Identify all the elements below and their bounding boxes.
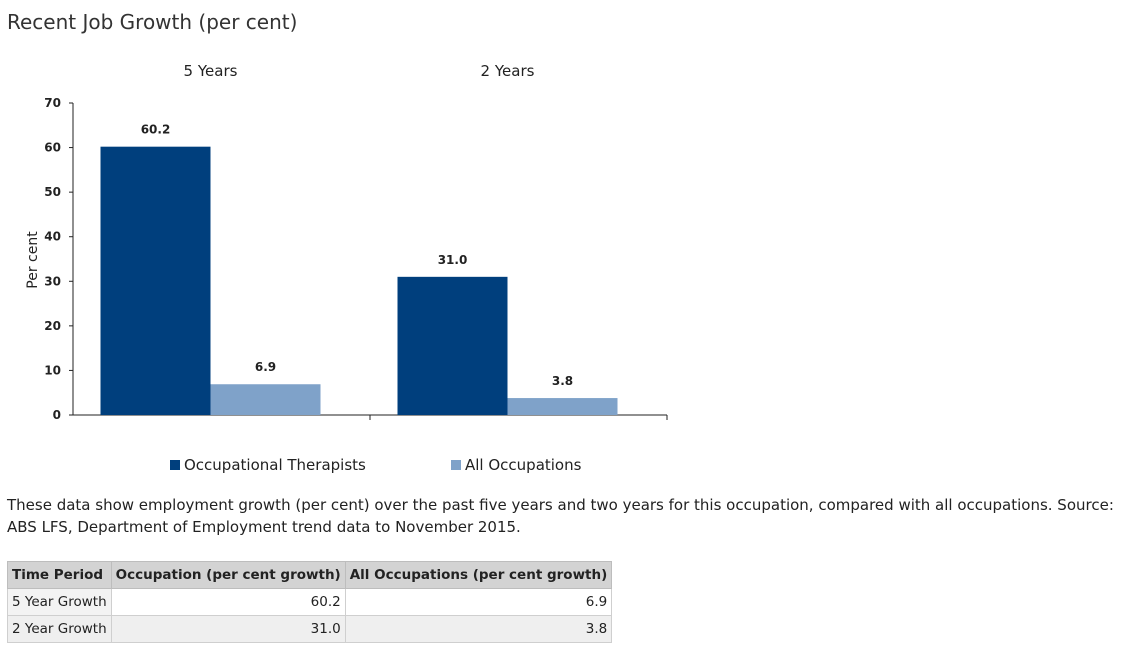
bar-value-label: 60.2 bbox=[141, 123, 171, 137]
table-cell-period: 5 Year Growth bbox=[7, 588, 112, 616]
category-label: 5 Years bbox=[184, 62, 238, 80]
bar bbox=[100, 146, 211, 415]
bar-value-label: 31.0 bbox=[438, 253, 468, 267]
bar-value-label: 3.8 bbox=[552, 374, 573, 388]
legend-label-occupational-therapists: Occupational Therapists bbox=[184, 456, 366, 474]
chart-description: These data show employment growth (per c… bbox=[7, 496, 1114, 536]
legend-item-occupational-therapists: Occupational Therapists bbox=[170, 456, 366, 474]
y-tick-label: 20 bbox=[44, 319, 61, 333]
bar bbox=[397, 276, 508, 415]
table-header-time-period: Time Period bbox=[7, 561, 112, 589]
table-cell-occupation: 31.0 bbox=[110, 615, 346, 643]
table-row: 5 Year Growth 60.2 6.9 bbox=[7, 588, 613, 616]
y-tick-label: 60 bbox=[44, 141, 61, 155]
table-header-row: Time Period Occupation (per cent growth)… bbox=[7, 561, 613, 589]
table-header-occupation: Occupation (per cent growth) bbox=[110, 561, 346, 589]
category-label: 2 Years bbox=[481, 62, 535, 80]
legend-swatch-all-occupations bbox=[451, 460, 461, 470]
y-axis-label: Per cent bbox=[25, 231, 41, 289]
page-title: Recent Job Growth (per cent) bbox=[7, 10, 298, 34]
y-tick-label: 70 bbox=[44, 96, 61, 110]
chart-legend: Occupational Therapists All Occupations bbox=[0, 456, 700, 476]
y-tick-label: 10 bbox=[44, 363, 61, 377]
bar bbox=[210, 384, 321, 415]
table-cell-all-occupations: 3.8 bbox=[344, 615, 613, 643]
y-tick-label: 50 bbox=[44, 185, 61, 199]
bar-chart: 0 10 20 30 40 50 60 70 Per cent 5 Years 60.2 6.9 2 Y… bbox=[25, 62, 668, 422]
table-cell-all-occupations: 6.9 bbox=[344, 588, 613, 616]
table-cell-period: 2 Year Growth bbox=[7, 615, 112, 643]
data-table: Time Period Occupation (per cent growth)… bbox=[7, 561, 613, 643]
y-tick-label: 40 bbox=[44, 230, 61, 244]
table-header-all-occupations: All Occupations (per cent growth) bbox=[344, 561, 613, 589]
table-row: 2 Year Growth 31.0 3.8 bbox=[7, 615, 613, 643]
legend-label-all-occupations: All Occupations bbox=[465, 456, 582, 474]
table-cell-occupation: 60.2 bbox=[110, 588, 346, 616]
legend-item-all-occupations: All Occupations bbox=[451, 456, 581, 474]
bar-value-label: 6.9 bbox=[255, 360, 276, 374]
legend-swatch-occupational-therapists bbox=[170, 460, 180, 470]
bar bbox=[507, 398, 618, 415]
y-tick-label: 30 bbox=[44, 274, 61, 288]
y-tick-label: 0 bbox=[53, 408, 61, 422]
